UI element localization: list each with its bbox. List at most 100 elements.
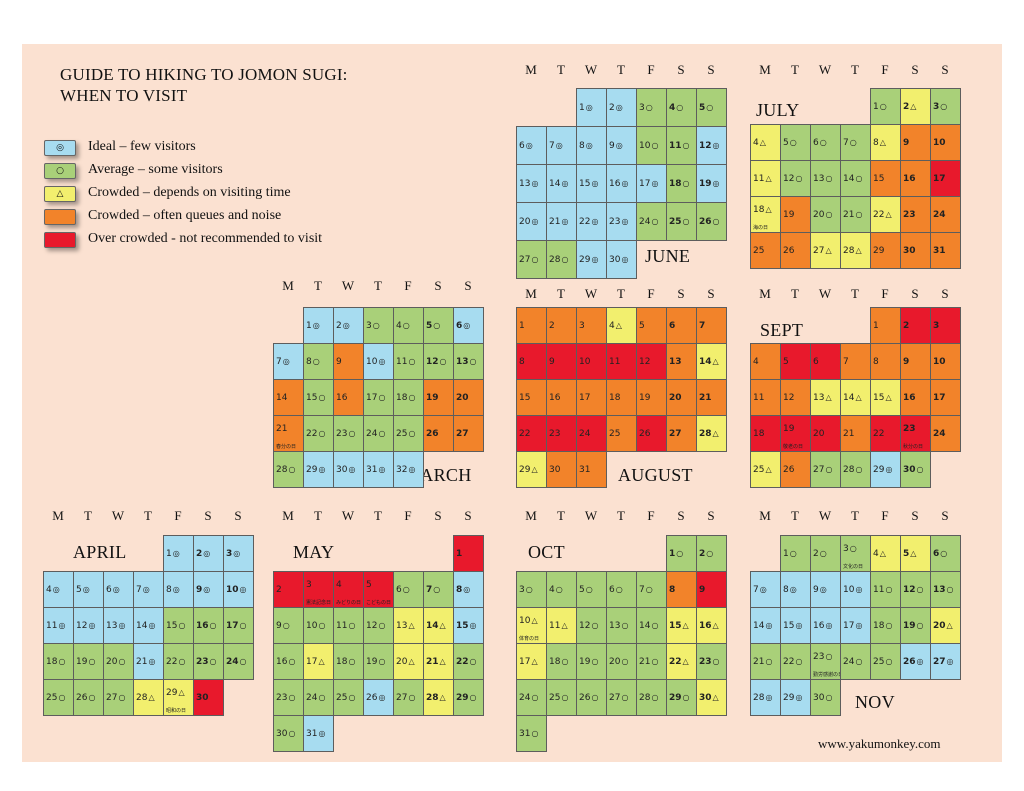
day-number: 10◎ [843, 584, 863, 595]
day-cell-july-14: 14○ [840, 160, 871, 197]
crowd-symbol: ◎ [525, 140, 533, 150]
crowd-symbol: ◎ [463, 584, 471, 594]
crowd-symbol: ○ [372, 320, 380, 330]
day-cell-april-26: 26○ [73, 679, 104, 716]
weekday-header: T [374, 278, 382, 293]
day-number: 4△ [609, 320, 622, 331]
day-number: 18 [609, 392, 621, 403]
day-number: 16◎ [609, 178, 629, 189]
day-cell-oct-27: 27○ [606, 679, 637, 716]
crowd-symbol: ○ [318, 620, 326, 630]
crowd-symbol: ○ [940, 548, 948, 558]
crowd-symbol: ◎ [916, 656, 924, 666]
day-cell-oct-7: 7○ [636, 571, 667, 608]
weekday-header: F [647, 508, 655, 523]
weekday-header: S [464, 508, 472, 523]
weekday-header: T [144, 508, 152, 523]
crowd-symbol: ○ [433, 584, 441, 594]
day-number: 21◎ [549, 216, 569, 227]
day-number: 18○ [46, 656, 66, 667]
day-cell-april-1: 1◎ [163, 535, 194, 572]
day-cell-march-22: 22○ [303, 415, 334, 452]
crowd-symbol: △ [885, 209, 892, 219]
crowd-symbol: ○ [531, 692, 539, 702]
day-number: 5 [639, 320, 645, 331]
day-cell-sept-9: 9 [900, 343, 931, 380]
crowd-symbol: △ [855, 245, 862, 255]
day-cell-june-26: 26○ [696, 202, 727, 241]
day-number: 8 [519, 356, 525, 367]
day-number: 18○ [336, 656, 356, 667]
crowd-symbol: ○ [825, 692, 833, 702]
day-number: 10◎ [226, 584, 247, 595]
day-cell-august-7: 7 [696, 307, 727, 344]
day-cell-may-22: 22○ [453, 643, 484, 680]
day-number: 16△ [699, 620, 719, 631]
weekday-header: F [404, 508, 412, 523]
legend-swatch-ideal: ◎ [44, 140, 76, 156]
day-cell-oct-12: 12○ [576, 607, 607, 644]
day-cell-august-12: 12 [636, 343, 667, 380]
crowd-symbol: ○ [209, 620, 217, 630]
day-number: 27○ [519, 254, 539, 265]
day-number: 5○ [426, 320, 441, 331]
crowd-symbol: ○ [408, 392, 416, 402]
holiday-note: 昭和の日 [166, 708, 187, 714]
title-line-1: GUIDE TO HIKING TO JOMON SUGI: [60, 65, 348, 84]
day-cell-march-2: 2◎ [333, 307, 364, 344]
day-cell-sept-1: 1 [870, 307, 901, 344]
day-number: 6 [813, 356, 819, 367]
weekday-header: F [174, 508, 182, 523]
weekday-header: T [851, 62, 859, 77]
day-number: 24 [933, 209, 946, 220]
day-cell-may-31: 31◎ [303, 715, 334, 752]
day-cell-april-16: 16○ [193, 607, 224, 644]
day-cell-april-11: 11◎ [43, 607, 74, 644]
day-cell-oct-9: 9 [696, 571, 727, 608]
crowd-symbol: △ [531, 464, 538, 474]
day-number: 2○ [699, 548, 714, 559]
day-cell-sept-4: 4 [750, 343, 781, 380]
day-cell-nov-28: 28◎ [750, 679, 781, 716]
day-number: 12◎ [76, 620, 96, 631]
day-cell-nov-20: 20△ [930, 607, 961, 644]
crowd-symbol: ○ [789, 548, 797, 558]
crowd-symbol: ○ [561, 254, 569, 264]
weekday-header: W [584, 286, 598, 301]
day-cell-sept-23: 23 秋分の日 [900, 415, 931, 452]
day-number: 20○ [609, 656, 629, 667]
crowd-symbol: ○ [645, 102, 653, 112]
day-cell-oct-11: 11△ [546, 607, 577, 644]
weekday-header: S [234, 508, 242, 523]
day-number: 9◎ [813, 584, 827, 595]
weekday-header: T [314, 508, 322, 523]
day-number: 8 [873, 356, 879, 367]
day-cell-august-17: 17 [576, 379, 607, 416]
day-cell-oct-18: 18○ [546, 643, 577, 680]
day-number: 13○ [609, 620, 629, 631]
day-cell-sept-2: 2 [900, 307, 931, 344]
day-cell-july-4: 4△ [750, 124, 781, 161]
crowd-symbol: ○ [855, 173, 863, 183]
crowd-symbol: ◎ [142, 584, 150, 594]
day-cell-nov-29: 29◎ [780, 679, 811, 716]
day-cell-june-28: 28○ [546, 240, 577, 279]
day-cell-nov-5: 5△ [900, 535, 931, 572]
day-cell-oct-31: 31○ [516, 715, 547, 752]
crowd-symbol: ○ [621, 656, 629, 666]
day-number: 29◎ [579, 254, 599, 265]
day-number: 26○ [579, 692, 599, 703]
day-number: 29◎ [783, 692, 803, 703]
day-number: 19◎ [699, 178, 720, 189]
day-cell-april-15: 15○ [163, 607, 194, 644]
day-cell-august-16: 16 [546, 379, 577, 416]
day-number: 23 [903, 423, 916, 434]
day-cell-march-29: 29◎ [303, 451, 334, 488]
month-label-sept: SEPT [760, 320, 804, 340]
day-cell-nov-9: 9◎ [810, 571, 841, 608]
day-cell-march-18: 18○ [393, 379, 424, 416]
day-number: 26 [426, 428, 439, 439]
crowd-symbol: ○ [651, 656, 659, 666]
day-number: 9 [699, 584, 706, 595]
day-cell-june-8: 8◎ [576, 126, 607, 165]
